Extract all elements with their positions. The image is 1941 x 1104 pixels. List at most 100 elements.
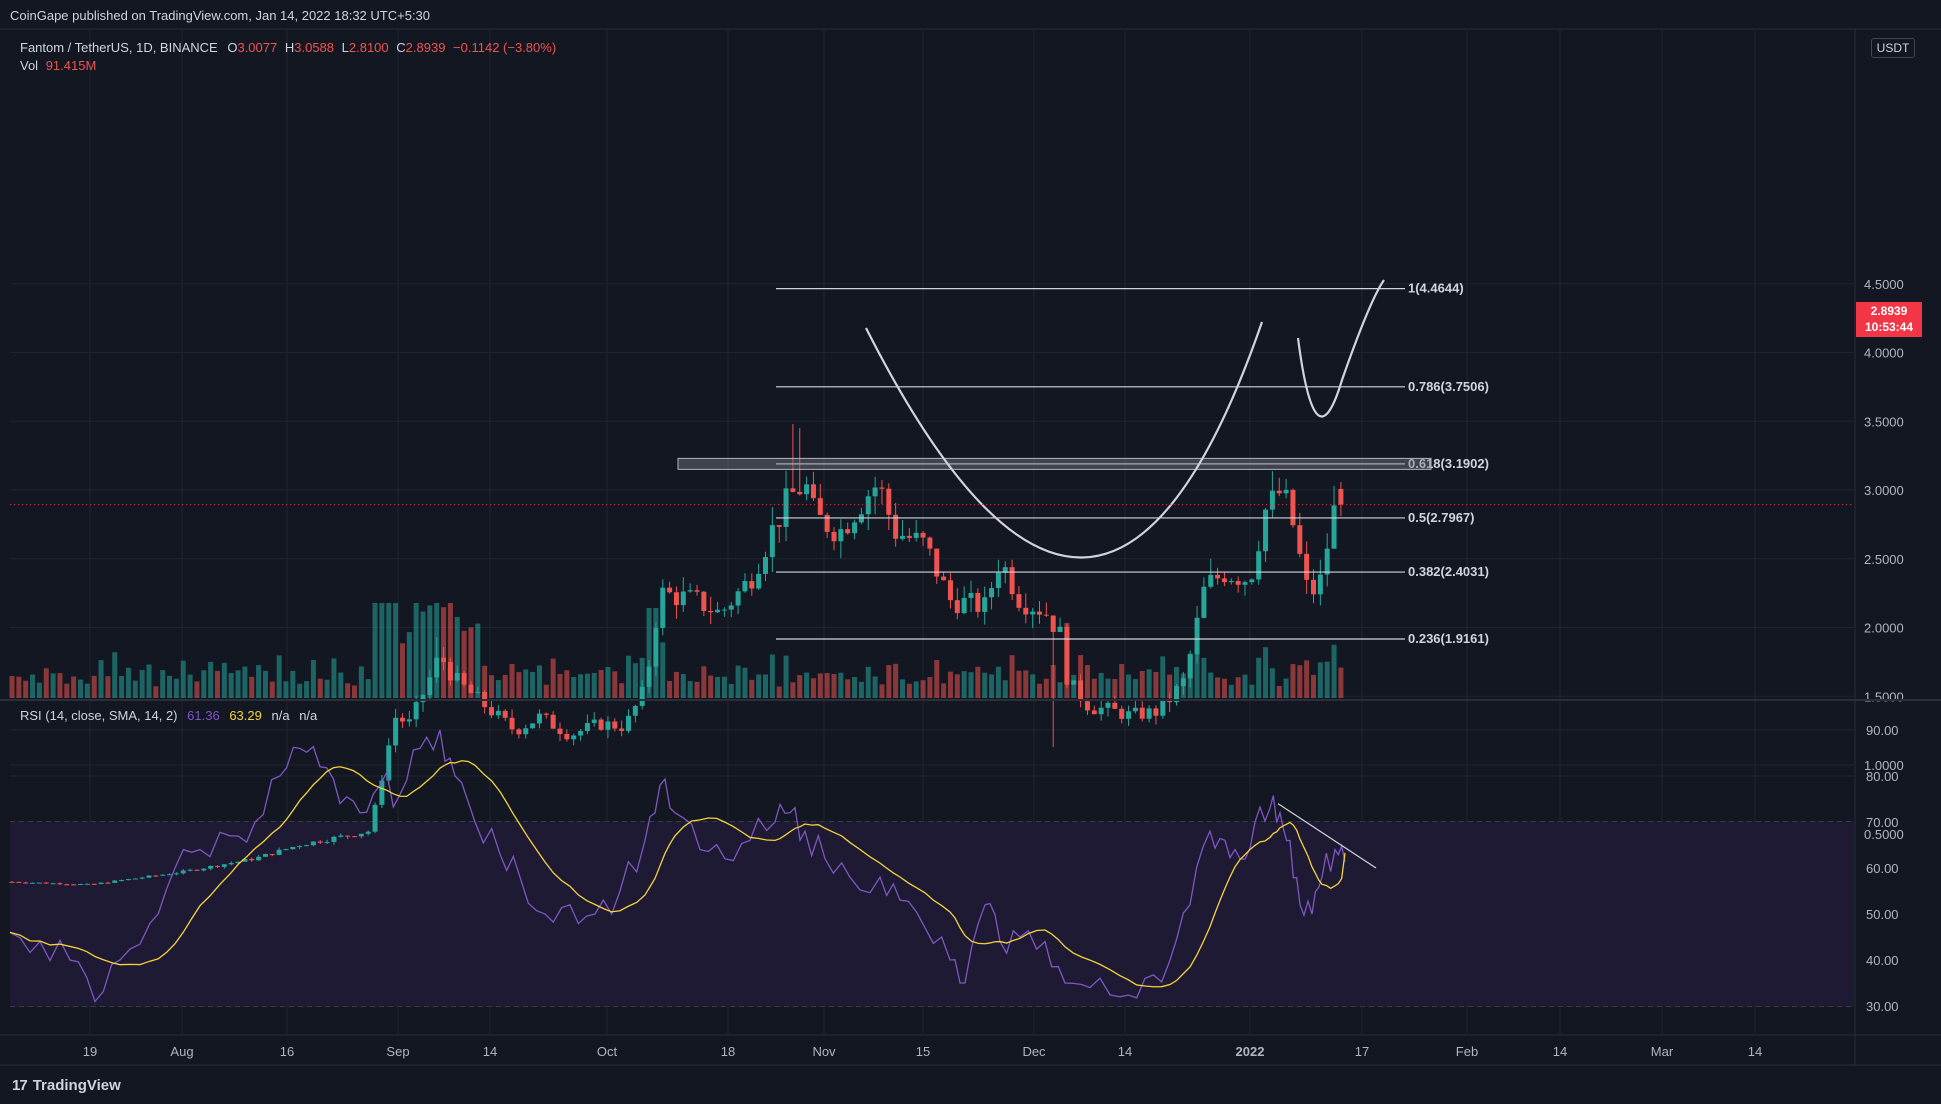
candle-body	[454, 673, 460, 681]
volume-bar	[235, 670, 241, 698]
volume-bar	[228, 672, 234, 698]
rsi-tick-label: 50.00	[1866, 907, 1899, 922]
candle-body	[1221, 578, 1227, 583]
candle-body	[441, 657, 447, 662]
volume-bar	[9, 675, 15, 698]
ohlc-low-key: L	[341, 40, 349, 55]
cup-curve	[865, 321, 1264, 559]
volume-bar	[160, 670, 166, 698]
currency-badge[interactable]: USDT	[1871, 38, 1915, 58]
candle-body	[386, 745, 392, 781]
volume-bar	[50, 673, 56, 698]
volume-bar	[406, 632, 412, 698]
candle-body	[434, 657, 440, 678]
volume-legend: Vol 91.415M	[20, 58, 96, 73]
candle-body	[804, 484, 810, 495]
candle-body	[249, 859, 255, 861]
candle-body	[989, 588, 995, 598]
time-tick-label: Mar	[1651, 1044, 1674, 1059]
candle-body	[1119, 708, 1125, 719]
candle-body	[379, 780, 385, 805]
candle-body	[571, 735, 577, 740]
footer-brand-label: TradingView	[32, 1077, 121, 1094]
candle-body	[132, 878, 138, 880]
time-tick-label: 14	[483, 1044, 497, 1059]
symbol-title[interactable]: Fantom / TetherUS, 1D, BINANCE	[20, 40, 218, 55]
candle-body	[530, 723, 536, 729]
candle-body	[1311, 579, 1316, 595]
volume-bar	[578, 674, 584, 698]
volume-bar	[365, 679, 371, 698]
candle-body	[338, 835, 344, 837]
candle-body	[1037, 611, 1042, 615]
candle-body	[461, 673, 467, 685]
candle-body	[242, 859, 248, 862]
ohlc-high-key: H	[284, 40, 295, 55]
volume-bar	[112, 652, 118, 698]
volume-bar	[1208, 672, 1214, 698]
volume-bar	[995, 666, 1001, 698]
candle-body	[790, 488, 796, 492]
volume-bar	[872, 676, 878, 698]
time-tick-label: 14	[1553, 1044, 1567, 1059]
candle-body	[701, 591, 707, 611]
candle-body	[639, 686, 645, 706]
candle-body	[1317, 574, 1323, 595]
candle-body	[1331, 505, 1337, 549]
candle-body	[961, 597, 967, 614]
volume-bar	[352, 685, 357, 698]
price-tick-label: 3.0000	[1864, 483, 1904, 498]
volume-bar	[276, 655, 282, 698]
volume-bar	[180, 660, 186, 698]
volume-bar	[324, 679, 330, 698]
volume-bar	[975, 666, 981, 698]
volume-label[interactable]: Vol	[20, 58, 39, 73]
volume-bar	[1153, 671, 1159, 698]
price-tick-label: 1.0000	[1864, 758, 1904, 773]
candle-body	[43, 882, 49, 884]
rsi-tick-label: 80.00	[1866, 769, 1899, 784]
candle-body	[673, 592, 679, 606]
volume-bar	[358, 666, 364, 698]
candle-body	[1043, 614, 1049, 616]
candle-body	[1167, 700, 1173, 703]
volume-bar	[372, 603, 378, 698]
candle-body	[694, 590, 700, 592]
candle-body	[523, 728, 529, 735]
volume-value: 91.415M	[45, 58, 97, 73]
candle-body	[728, 605, 734, 610]
volume-bar	[1105, 678, 1111, 698]
time-tick-label: Dec	[1022, 1044, 1046, 1059]
volume-bar	[30, 674, 36, 698]
candle-body	[112, 880, 118, 883]
candle-body	[968, 593, 974, 598]
volume-bar	[1297, 665, 1303, 698]
rsi-label[interactable]: RSI (14, close, SMA, 14, 2)	[20, 708, 178, 723]
volume-bar	[468, 627, 474, 698]
time-tick-label: 14	[1748, 1044, 1762, 1059]
footer-brand[interactable]: 17 TradingView	[12, 1077, 121, 1094]
volume-bar	[386, 603, 392, 698]
volume-bar	[687, 681, 693, 698]
volume-bar	[646, 608, 652, 698]
volume-bar	[399, 643, 405, 698]
fib-level-label: 0.618(3.1902)	[1408, 456, 1489, 471]
candle-body	[646, 666, 652, 687]
volume-bar	[1009, 655, 1015, 698]
candle-body	[1002, 567, 1008, 573]
candle-body	[509, 717, 515, 730]
candle-body	[619, 728, 625, 731]
volume-bar	[132, 680, 138, 698]
symbol-legend: Fantom / TetherUS, 1D, BINANCE O3.0077 H…	[20, 40, 556, 55]
candle-body	[180, 870, 186, 874]
volume-bar	[1030, 674, 1036, 698]
candle-body	[982, 597, 988, 612]
volume-bar	[1016, 670, 1022, 698]
volume-bar	[804, 672, 810, 698]
candle-body	[721, 609, 727, 611]
candle-body	[50, 883, 56, 885]
candle-body	[1153, 708, 1159, 716]
candle-body	[749, 581, 755, 589]
candle-body	[1194, 617, 1200, 655]
